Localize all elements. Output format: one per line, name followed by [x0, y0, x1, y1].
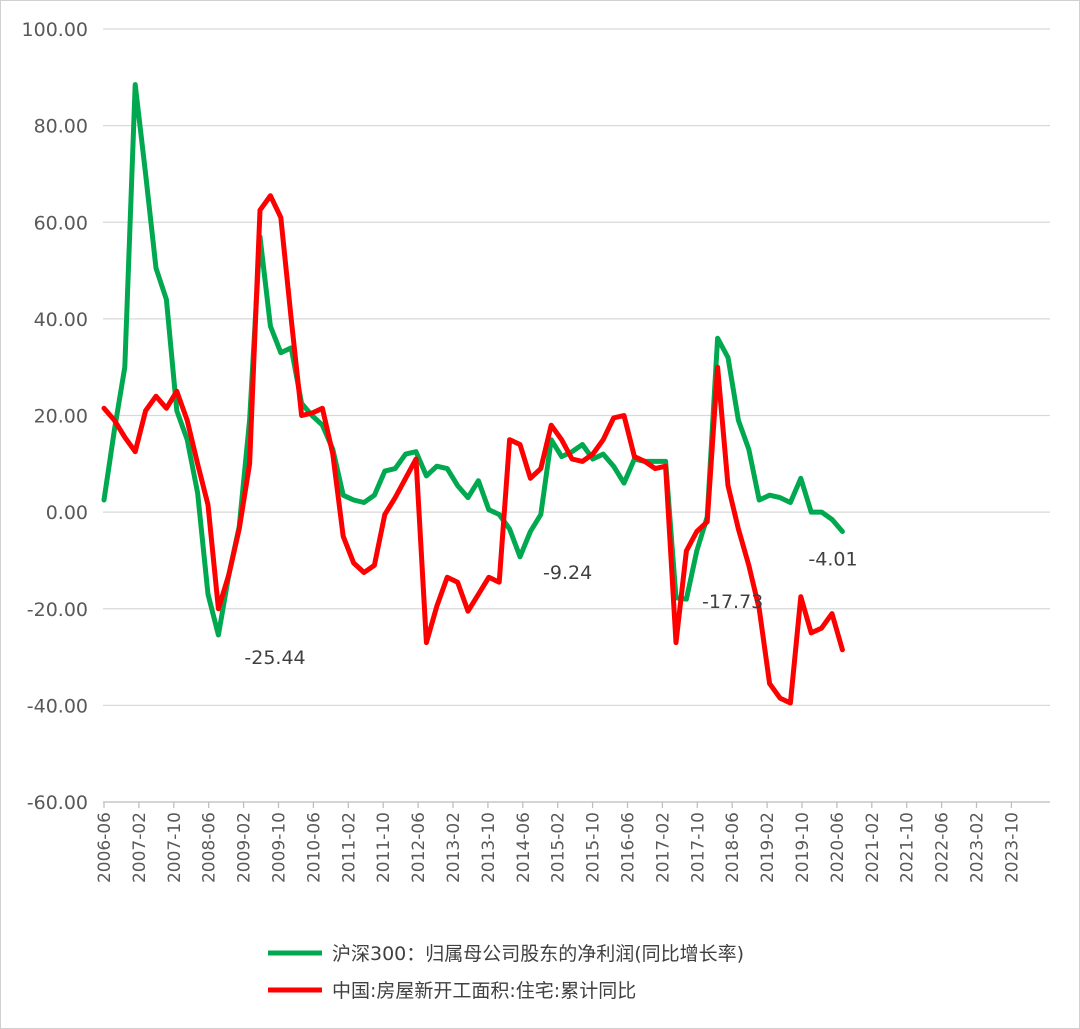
y-tick-label: -40.00 [27, 695, 88, 717]
x-tick-label: 2017-10 [688, 812, 708, 883]
x-tick-label: 2011-10 [374, 812, 394, 883]
x-tick-label: 2012-06 [409, 812, 429, 883]
x-tick-label: 2007-10 [165, 812, 185, 883]
x-tick-label: 2020-06 [828, 812, 848, 883]
x-tick-label: 2021-02 [863, 812, 883, 883]
x-tick-label: 2006-06 [95, 812, 115, 883]
y-tick-label: -60.00 [27, 792, 88, 814]
series-lines [101, 82, 845, 706]
x-tick-label: 2015-10 [584, 812, 604, 883]
y-tick-label: 80.00 [34, 116, 88, 138]
data-label: -25.44 [244, 647, 305, 669]
x-tick-label: 2018-06 [723, 812, 743, 883]
x-tick-label: 2013-02 [444, 812, 464, 883]
data-label: -4.01 [808, 548, 857, 570]
y-tick-label: 0.00 [46, 502, 88, 524]
y-tick-label: 60.00 [34, 212, 88, 234]
x-tick-label: 2019-02 [758, 812, 778, 883]
y-tick-label: 40.00 [34, 309, 88, 331]
gridlines [103, 28, 1050, 803]
x-tick-label: 2016-06 [619, 812, 639, 883]
legend: 沪深300：归属母公司股东的净利润(同比增长率) 中国:房屋新开工面积:住宅:累… [268, 943, 744, 1002]
x-tick-label: 2015-02 [549, 812, 569, 883]
x-tick-label: 2010-06 [304, 812, 324, 883]
x-tick-label: 2023-10 [1002, 812, 1022, 883]
series-line-housing-starts [101, 193, 845, 706]
x-tick-label: 2021-10 [898, 812, 918, 883]
x-tick-label: 2009-10 [270, 812, 290, 883]
y-tick-label: -20.00 [27, 599, 88, 621]
x-tick-label: 2019-10 [793, 812, 813, 883]
x-tick-label: 2007-02 [130, 812, 150, 883]
x-tick-label: 2011-02 [339, 812, 359, 883]
legend-label-housing: 中国:房屋新开工面积:住宅:累计同比 [332, 980, 636, 1002]
data-label: -9.24 [543, 562, 592, 584]
x-tick-label: 2022-06 [933, 812, 953, 883]
annotations: -25.44 -9.24 -17.73 -4.01 [244, 548, 857, 669]
x-tick-label: 2017-02 [653, 812, 673, 883]
y-tick-label: 20.00 [34, 406, 88, 428]
y-axis-ticks: 100.00 80.00 60.00 40.00 20.00 0.00 -20.00 -40.… [22, 19, 88, 814]
x-tick-label: 2009-02 [235, 812, 255, 883]
x-tick-label: 2008-06 [200, 812, 220, 883]
y-tick-label: 100.00 [22, 19, 88, 41]
x-axis-ticks: 2006-06 2007-02 2007-10 2008-06 2009-02 2009-… [95, 802, 1022, 883]
x-tick-label: 2023-02 [968, 812, 988, 883]
x-tick-label: 2014-06 [514, 812, 534, 883]
x-tick-label: 2013-10 [479, 812, 499, 883]
data-label: -17.73 [702, 591, 763, 613]
legend-label-profit: 沪深300：归属母公司股东的净利润(同比增长率) [332, 943, 744, 965]
